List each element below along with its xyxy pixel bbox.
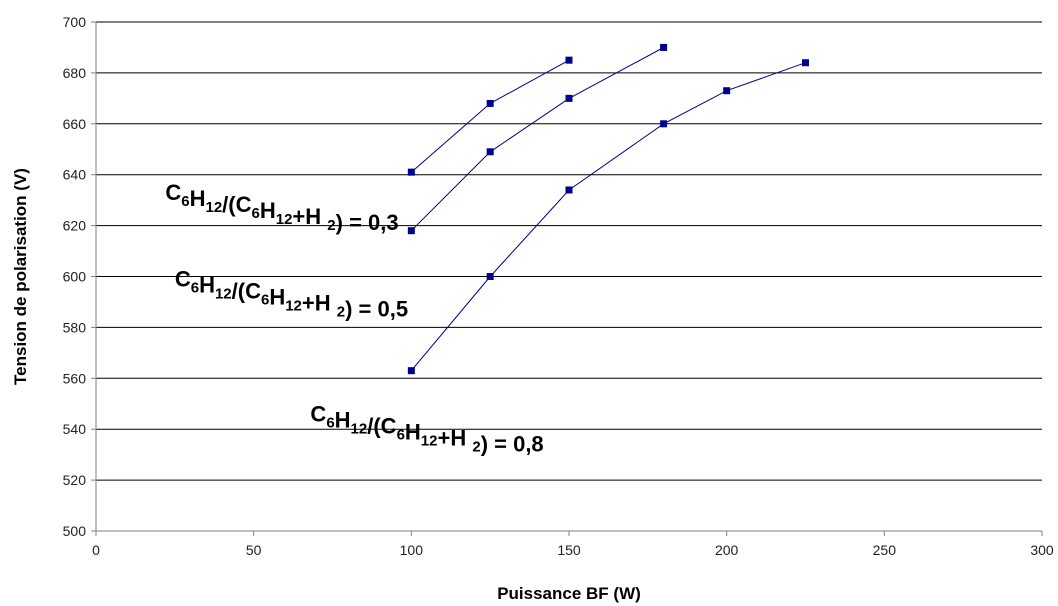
series-line bbox=[410, 47, 664, 232]
data-point-marker bbox=[565, 94, 573, 102]
y-tick-label: 500 bbox=[63, 523, 87, 539]
data-point-marker bbox=[660, 120, 668, 128]
x-tick-label: 0 bbox=[92, 542, 100, 558]
y-tick-label: 580 bbox=[63, 319, 87, 335]
y-axis-title: Tension de polarisation (V) bbox=[11, 168, 30, 385]
ratio-annotation-3: C6H12/(C6H12+H 2) = 0,8 bbox=[310, 402, 543, 457]
series-line bbox=[410, 59, 570, 173]
annotations: C6H12/(C6H12+H 2) = 0,3 C6H12/(C6H12+H 2)… bbox=[165, 180, 543, 456]
y-tick-label: 620 bbox=[63, 218, 87, 234]
data-point-marker bbox=[660, 43, 668, 51]
x-tick-label: 50 bbox=[246, 542, 262, 558]
gridlines bbox=[96, 21, 1042, 481]
x-axis-title: Puissance BF (W) bbox=[497, 584, 641, 603]
data-point-marker bbox=[407, 168, 415, 176]
ratio-annotation-2: C6H12/(C6H12+H 2) = 0,5 bbox=[175, 267, 408, 322]
data-point-marker bbox=[565, 56, 573, 64]
data-point-marker bbox=[486, 99, 494, 107]
x-tick-label: 250 bbox=[873, 542, 897, 558]
y-tick-label: 520 bbox=[63, 472, 87, 488]
y-tick-label: 680 bbox=[63, 65, 87, 81]
data-point-marker bbox=[407, 227, 415, 235]
series-line bbox=[410, 62, 806, 372]
data-point-marker bbox=[565, 186, 573, 194]
data-point-marker bbox=[723, 87, 731, 95]
series-group bbox=[407, 43, 809, 375]
data-point-marker bbox=[486, 273, 494, 280]
x-tick-label: 150 bbox=[557, 542, 581, 558]
series-1 bbox=[407, 56, 573, 176]
data-point-marker bbox=[802, 59, 809, 67]
x-tick-label: 100 bbox=[400, 542, 424, 558]
y-tick-label: 600 bbox=[63, 269, 87, 285]
axes: 500 520 540 560 580 600 620 640 660 680 700 0 50 100 1… bbox=[63, 14, 1054, 558]
data-point-marker bbox=[407, 367, 415, 375]
series-2 bbox=[407, 43, 668, 235]
series-3 bbox=[407, 59, 809, 375]
y-tick-label: 560 bbox=[63, 370, 87, 386]
y-tick-label: 660 bbox=[63, 116, 87, 132]
y-tick-label: 700 bbox=[63, 14, 87, 30]
x-tick-label: 200 bbox=[715, 542, 739, 558]
y-tick-label: 540 bbox=[63, 421, 87, 437]
data-point-marker bbox=[486, 148, 494, 156]
y-tick-label: 640 bbox=[63, 167, 87, 183]
ratio-annotation-1: C6H12/(C6H12+H 2) = 0,3 bbox=[165, 180, 398, 235]
x-tick-label: 300 bbox=[1030, 542, 1054, 558]
